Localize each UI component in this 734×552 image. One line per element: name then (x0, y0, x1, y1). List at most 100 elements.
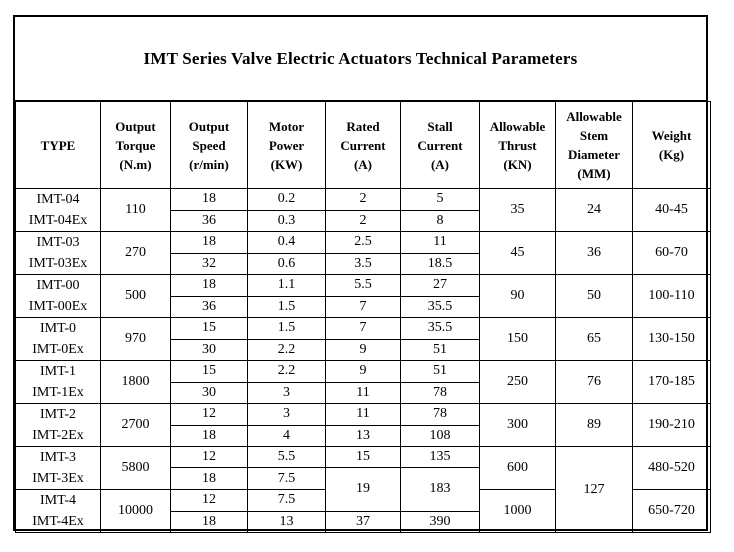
header-line: TYPE (40, 137, 76, 153)
cell-motor-power: 5.5 (247, 446, 326, 468)
cell-stall-current: 51 (400, 338, 480, 361)
cell-rated-current: 15 (325, 446, 401, 468)
cell-type: IMT-0 IMT-0Ex (15, 317, 101, 361)
table-row: 30 2.2 9 51 (16, 338, 711, 361)
header-line: Allowable (489, 118, 546, 134)
cell-output-speed: 15 (170, 360, 248, 383)
cell-weight: 100-110 (632, 274, 711, 318)
cell-output-speed: 36 (170, 209, 248, 232)
cell-weight: 170-185 (632, 360, 711, 404)
type-line-1: IMT-3 (39, 450, 77, 465)
cell-stall-current: 35.5 (400, 317, 480, 340)
type-line-1: IMT-4 (39, 493, 77, 508)
cell-output-torque: 270 (100, 231, 171, 275)
cell-output-speed: 18 (170, 424, 248, 447)
col-header-type: TYPE (15, 101, 101, 189)
cell-type: IMT-2 IMT-2Ex (15, 403, 101, 447)
header-line: Thrust (498, 137, 537, 153)
table-row: 32 0.6 3.5 18.5 (16, 252, 711, 275)
cell-stall-current: 27 (400, 274, 480, 297)
cell-stall-current: 51 (400, 360, 480, 383)
table-row: IMT-3 IMT-3Ex 5800 12 5.5 15 135 600 127… (15, 446, 711, 533)
cell-rated-current: 19 (325, 467, 401, 512)
header-line: Weight (651, 128, 692, 143)
cell-motor-power: 0.4 (247, 231, 326, 254)
cell-stem-diameter: 89 (555, 403, 633, 447)
cell-rated-current: 11 (325, 381, 401, 404)
header-line: (KN) (503, 156, 532, 172)
type-line-2: IMT-2Ex (32, 428, 84, 443)
cell-weight: 40-45 (632, 188, 711, 232)
cell-stall-current: 18.5 (400, 252, 480, 275)
cell-weight: 190-210 (632, 403, 711, 447)
cell-stall-current: 390 (400, 510, 480, 533)
cell-allowable-thrust: 45 (479, 231, 556, 275)
header-line: Stall (427, 118, 453, 134)
header-line: (r/min) (189, 156, 229, 172)
cell-output-speed: 18 (170, 510, 248, 533)
cell-allowable-thrust: 35 (479, 188, 556, 232)
cell-rated-current: 2.5 (325, 231, 401, 254)
cell-type: IMT-04 IMT-04Ex (15, 188, 101, 232)
table-row: IMT-0 IMT-0Ex 970 15 1.5 7 35.5 150 65 1… (15, 317, 711, 361)
col-header-stall-current: Stall Current (A) (400, 101, 480, 189)
cell-motor-power: 3 (247, 381, 326, 404)
cell-type: IMT-3 IMT-3Ex (15, 446, 101, 490)
cell-stem-diameter: 76 (555, 360, 633, 404)
cell-weight: 60-70 (632, 231, 711, 275)
header-line: Current (340, 137, 386, 153)
cell-motor-power: 3 (247, 403, 326, 426)
cell-allowable-thrust: 1000 (479, 489, 556, 533)
header-line: (A) (430, 156, 450, 172)
cell-output-speed: 18 (170, 274, 248, 297)
header-line: Allowable (566, 109, 622, 124)
cell-stall-current: 183 (400, 467, 480, 512)
header-line: Rated (346, 118, 380, 134)
type-line-1: IMT-0 (39, 321, 77, 336)
cell-stem-diameter: 65 (555, 317, 633, 361)
cell-type: IMT-00 IMT-00Ex (15, 274, 101, 318)
cell-stem-diameter: 36 (555, 231, 633, 275)
cell-output-speed: 12 (170, 446, 248, 468)
cell-type: IMT-4 IMT-4Ex (15, 489, 101, 533)
type-line-2: IMT-03Ex (28, 256, 88, 271)
cell-rated-current: 9 (325, 360, 401, 383)
cell-rated-current: 9 (325, 338, 401, 361)
header-line: Power (268, 137, 305, 153)
cell-motor-power: 7.5 (247, 467, 326, 490)
cell-weight: 480-520 (632, 446, 711, 490)
col-header-weight: Weight (Kg) (632, 101, 711, 189)
cell-output-torque: 970 (100, 317, 171, 361)
cell-allowable-thrust: 250 (479, 360, 556, 404)
col-header-stem-diameter: Allowable Stem Diameter (MM) (555, 101, 633, 189)
type-line-1: IMT-04 (36, 192, 80, 207)
cell-motor-power: 1.5 (247, 295, 326, 318)
type-line-2: IMT-0Ex (32, 342, 84, 357)
table-row: 18 13 37 390 (16, 510, 711, 533)
type-line-2: IMT-3Ex (32, 471, 84, 486)
cell-type: IMT-03 IMT-03Ex (15, 231, 101, 275)
cell-output-speed: 18 (170, 188, 248, 211)
cell-rated-current: 11 (325, 403, 401, 426)
type-line-2: IMT-00Ex (28, 299, 88, 314)
table-row: IMT-03 IMT-03Ex 270 18 0.4 2.5 11 45 36 … (15, 231, 711, 275)
cell-stall-current: 8 (400, 209, 480, 232)
cell-rated-current: 5.5 (325, 274, 401, 297)
cell-stem-diameter: 127 (555, 446, 633, 533)
cell-output-speed: 12 (170, 403, 248, 426)
cell-output-speed: 30 (170, 338, 248, 361)
header-line: (MM) (577, 166, 611, 181)
table-row: 18 7.5 19 183 (16, 467, 711, 512)
cell-output-torque: 10000 (100, 489, 171, 533)
cell-stall-current: 78 (400, 403, 480, 426)
cell-motor-power: 1.5 (247, 317, 326, 340)
cell-stem-diameter: 24 (555, 188, 633, 232)
cell-motor-power: 7.5 (247, 489, 326, 512)
cell-output-torque: 2700 (100, 403, 171, 447)
cell-output-speed: 18 (170, 467, 248, 490)
cell-rated-current: 7 (325, 295, 401, 318)
header-line: Output (188, 118, 230, 134)
header-line: Torque (115, 137, 156, 153)
cell-rated-current: 13 (325, 424, 401, 447)
page-title: IMT Series Valve Electric Actuators Tech… (15, 17, 706, 101)
